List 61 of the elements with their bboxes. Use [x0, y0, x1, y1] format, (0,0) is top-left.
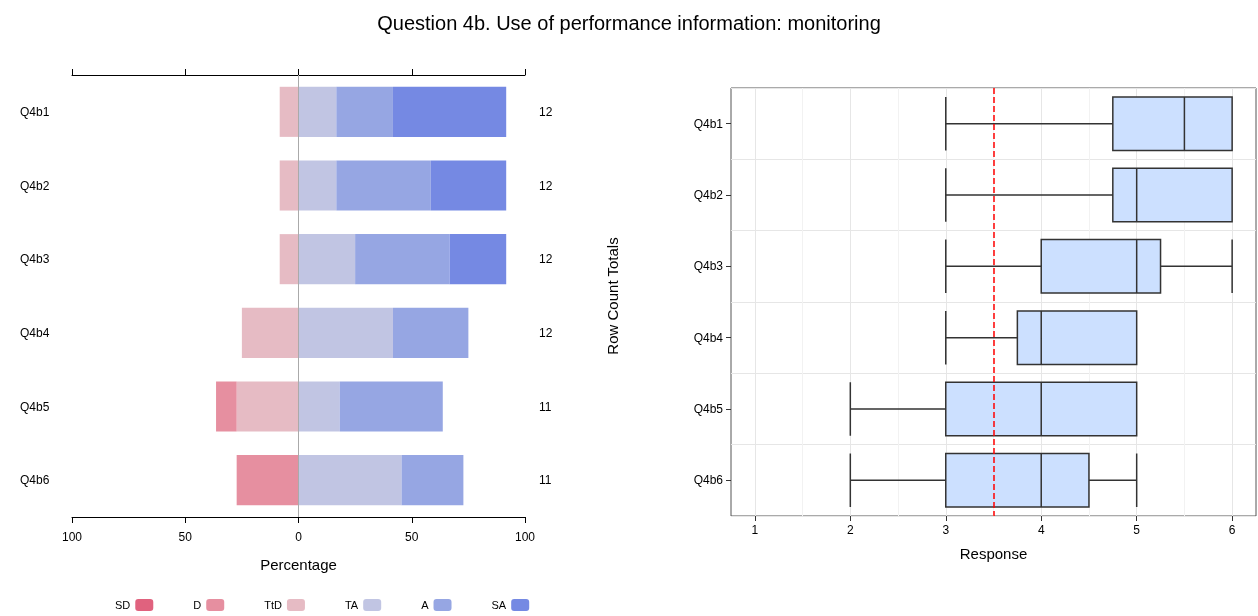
x-tick-label: 5: [1133, 523, 1141, 537]
y-tick-label: Q4b1: [20, 104, 50, 119]
x-axis-title: Response: [959, 545, 1028, 562]
x-tick-label: 0: [295, 530, 303, 544]
bar: [298, 234, 356, 285]
x-tick-label: 100: [514, 530, 536, 544]
y2-tick-label: 11: [539, 399, 552, 414]
y-tick-label: Q4b6: [693, 473, 724, 488]
y2-tick-label: 12: [539, 104, 553, 119]
bar: [279, 234, 299, 285]
bar: [216, 381, 237, 432]
legend-label: D: [193, 599, 202, 611]
x-tick-label: 1: [751, 523, 759, 537]
bar: [449, 234, 507, 285]
legend-label: SD: [115, 599, 131, 611]
y2-tick-label: 12: [539, 325, 553, 340]
y-tick-label: Q4b6: [20, 473, 50, 488]
y2-tick-label: 12: [539, 178, 553, 193]
y-tick-label: Q4b4: [693, 330, 724, 345]
bar: [430, 160, 507, 211]
y-tick-label: Q4b1: [693, 116, 724, 131]
bar: [298, 160, 337, 211]
y2-tick-label: 11: [539, 473, 552, 488]
bar: [401, 455, 464, 506]
x-tick-label: 6: [1228, 523, 1236, 537]
bar: [339, 381, 443, 432]
y-tick-label: Q4b3: [20, 252, 50, 267]
x-tick-label: 50: [405, 530, 419, 544]
bar: [336, 86, 393, 137]
bar: [236, 381, 299, 432]
bar: [298, 381, 340, 432]
text: Question 4b. Use of performance information: monitoring: [376, 12, 882, 35]
bar: [298, 307, 393, 358]
bar: [392, 86, 507, 137]
y-tick-label: Q4b2: [20, 178, 50, 193]
y-tick-label: Q4b3: [693, 259, 724, 274]
bar: [298, 455, 402, 506]
bar: [236, 455, 299, 506]
y-tick-label: Q4b2: [693, 188, 724, 202]
legend-label: TA: [344, 599, 359, 611]
bar: [241, 307, 299, 358]
bar: [279, 86, 299, 137]
x-tick-label: 50: [178, 530, 193, 544]
y-tick-label: Q4b5: [693, 402, 724, 416]
x-tick-label: 100: [61, 530, 83, 544]
bar: [336, 160, 431, 211]
x-tick-label: 3: [942, 523, 950, 537]
y-tick-label: Q4b5: [20, 399, 50, 414]
legend-label: SA: [491, 599, 507, 611]
bar: [355, 234, 450, 285]
x-tick-label: 2: [846, 523, 854, 537]
bar: [392, 307, 469, 358]
y2-tick-label: 12: [539, 252, 553, 267]
x-axis-title: Percentage: [260, 556, 337, 573]
legend-label: A: [421, 599, 430, 611]
bar: [298, 86, 337, 137]
y2-axis-title: Row Count Totals: [604, 237, 621, 355]
bar: [279, 160, 299, 211]
y-tick-label: Q4b4: [20, 325, 50, 340]
x-tick-label: 4: [1037, 523, 1045, 537]
legend-label: TtD: [264, 599, 282, 611]
